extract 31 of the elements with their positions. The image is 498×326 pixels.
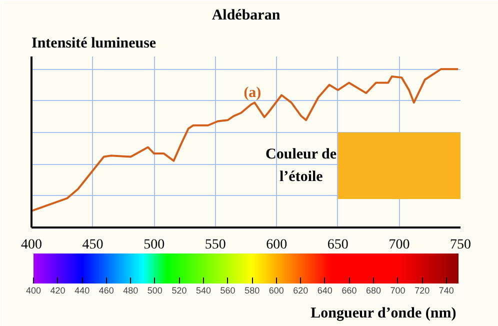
band-label: Couleur de l’étoile (266, 146, 337, 185)
x-tick-label: 750 (450, 238, 471, 252)
x-tick-label: 600 (266, 238, 288, 252)
color-bar-label: 540 (196, 286, 212, 296)
y-axis-title: Intensité lumineuse (32, 36, 156, 52)
color-bar-label: 640 (317, 286, 332, 296)
color-bar-label: 660 (342, 286, 357, 296)
x-tick-label: 550 (204, 238, 226, 252)
color-bar-label: 580 (244, 286, 260, 296)
color-bar-label: 480 (123, 286, 138, 296)
x-tick-label: 450 (82, 238, 104, 252)
x-tick-label: 700 (388, 238, 410, 252)
chart-title: Aldébaran (212, 8, 281, 24)
x-axis-title: Longueur d’onde (nm) (310, 306, 456, 322)
color-bar-label: 720 (414, 286, 430, 296)
color-bar-label: 520 (172, 286, 187, 296)
color-bar-label: 560 (220, 286, 236, 296)
color-bar-label: 700 (390, 286, 406, 296)
x-tick-label: 400 (21, 238, 42, 252)
annotation: (a) (244, 84, 262, 101)
color-bar-label: 460 (98, 286, 114, 296)
x-tick-label: 500 (144, 238, 165, 252)
color-bar-label: 620 (293, 286, 308, 296)
color-bar-label: 440 (74, 286, 90, 296)
x-tick-label: 650 (327, 238, 348, 252)
color-bar-label: 680 (366, 286, 382, 296)
color-bar-label: 740 (438, 286, 454, 296)
color-bar-label: 600 (268, 286, 284, 296)
color-bar-label: 500 (147, 286, 162, 296)
color-bar-label: 420 (50, 286, 66, 296)
color-bar-label: 400 (26, 286, 42, 296)
